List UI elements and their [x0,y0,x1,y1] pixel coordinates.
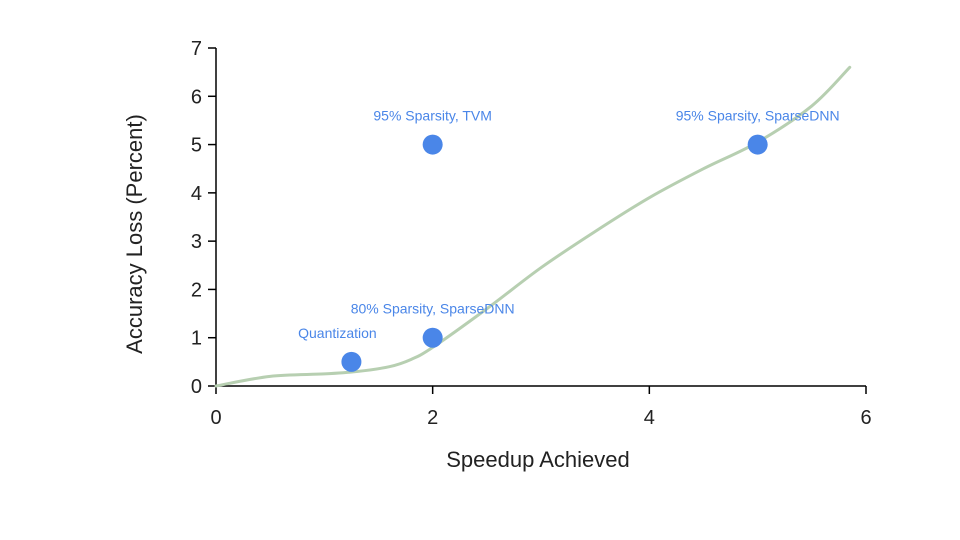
data-point-label: 80% Sparsity, SparseDNN [351,301,515,317]
trend-curve [214,65,852,388]
data-point-label: 95% Sparsity, SparseDNN [676,108,840,124]
y-tick-label: 0 [191,376,202,398]
y-tick-label: 5 [191,135,202,157]
y-ticks: 0 1 2 3 4 5 6 7 [191,38,216,398]
y-tick-label: 6 [191,86,202,108]
data-points [341,134,768,372]
x-ticks: 0 2 4 6 [210,386,872,429]
data-point-label: Quantization [298,325,377,341]
data-point [747,134,768,155]
data-point-labels: Quantization 80% Sparsity, SparseDNN 95% S… [298,108,840,341]
data-point [422,327,443,348]
data-point-label: 95% Sparsity, TVM [373,108,492,124]
y-tick-label: 4 [191,183,202,205]
y-tick-label: 3 [191,231,202,253]
y-axis-title: Accuracy Loss (Percent) [122,114,147,354]
x-tick-label: 6 [860,407,871,429]
x-tick-label: 4 [644,407,655,429]
x-axis-title: Speedup Achieved [446,447,630,472]
data-point [422,134,443,155]
y-tick-label: 2 [191,279,202,301]
data-point [341,351,362,372]
y-axis: 0 1 2 3 4 5 6 7 [191,38,217,398]
y-tick-label: 1 [191,328,202,350]
y-tick-label: 7 [191,38,202,60]
x-tick-label: 2 [427,407,438,429]
x-tick-label: 0 [210,407,221,429]
x-axis: 0 2 4 6 [210,385,872,429]
